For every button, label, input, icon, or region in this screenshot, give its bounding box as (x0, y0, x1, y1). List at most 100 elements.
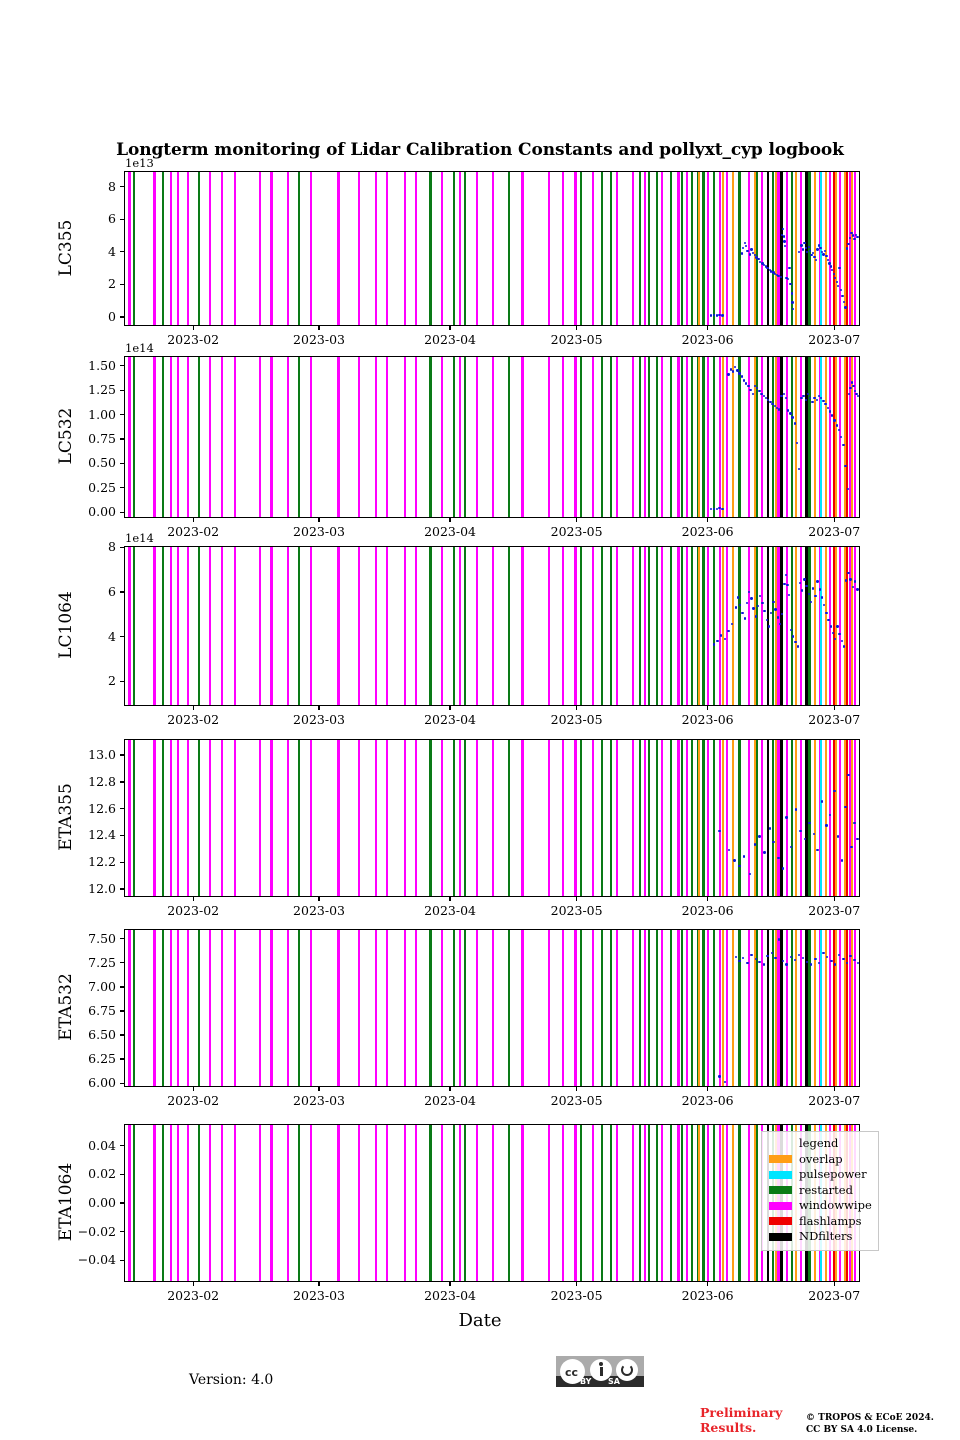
y-tick-mark (120, 1010, 124, 1012)
data-point (806, 250, 809, 254)
y-tick-mark (120, 389, 124, 391)
legend-item-restarted[interactable]: restarted (769, 1183, 871, 1199)
event-line-windowwipe (828, 930, 832, 1086)
x-tick-label: 2023-02 (167, 332, 220, 347)
figure-title: Longterm monitoring of Lidar Calibration… (116, 140, 844, 160)
data-point (828, 410, 832, 413)
data-point (854, 233, 858, 236)
data-point (853, 389, 857, 393)
data-point (766, 267, 769, 270)
event-line-windowwipe (221, 357, 224, 517)
event-line-windowwipe (547, 172, 551, 325)
event-line-windowwipe (777, 547, 780, 705)
legend-item-NDfilters[interactable]: NDfilters (769, 1229, 871, 1245)
event-line-windowwipe (287, 930, 290, 1086)
event-line-restarted (656, 1125, 659, 1281)
x-tick-label: 2023-02 (167, 1288, 220, 1303)
event-line-windowwipe (718, 930, 721, 1086)
event-line-windowwipe (848, 547, 852, 705)
event-line-windowwipe (786, 357, 789, 517)
event-line-overlap (731, 547, 735, 705)
event-line-restarted (712, 930, 715, 1086)
event-line-windowwipe (574, 172, 577, 325)
x-tick-mark (449, 706, 451, 710)
data-point (712, 314, 715, 317)
x-tick-label: 2023-06 (681, 1288, 734, 1303)
x-tick-mark (318, 326, 320, 330)
event-line-NDfilters (767, 930, 770, 1086)
data-point (847, 242, 850, 245)
event-line-restarted (738, 740, 741, 896)
data-point (718, 507, 721, 510)
event-line-windowwipe (706, 547, 709, 705)
event-line-windowwipe (521, 1125, 524, 1281)
data-point (797, 953, 801, 957)
event-line-restarted (681, 357, 684, 517)
x-tick-label: 2023-05 (550, 332, 603, 347)
event-line-restarted (670, 930, 673, 1086)
data-point (803, 837, 807, 841)
event-line-windowwipe (631, 172, 634, 325)
y-tick-mark (120, 365, 124, 367)
data-point (744, 382, 748, 385)
x-tick-label: 2023-07 (808, 903, 861, 918)
event-line-windowwipe (777, 740, 780, 896)
y-tick-mark (120, 591, 124, 593)
event-line-windowwipe (221, 547, 224, 705)
data-point (731, 623, 734, 626)
event-line-overlap (851, 357, 854, 517)
legend-item-overlap[interactable]: overlap (769, 1152, 871, 1168)
event-line-windowwipe (458, 1125, 461, 1281)
y-tick-label: 12.8 (88, 773, 116, 789)
legend-item-windowwipe[interactable]: windowwipe (769, 1198, 872, 1214)
legend-label-NDfilters: NDfilters (799, 1229, 853, 1243)
event-line-windowwipe (258, 172, 261, 325)
x-tick-mark (833, 1282, 835, 1286)
cc-sa-label: SA (608, 1377, 620, 1386)
x-tick-label: 2023-04 (424, 1288, 477, 1303)
y-tick-label: 0.02 (88, 1166, 116, 1182)
cc-by-person-head (599, 1362, 603, 1366)
event-line-restarted (600, 1125, 603, 1281)
event-line-overlap (795, 547, 798, 705)
event-line-restarted (639, 172, 642, 325)
event-line-windowwipe (357, 1125, 361, 1281)
event-line-NDfilters (767, 172, 770, 325)
event-line-windowwipe (547, 930, 551, 1086)
data-point (856, 236, 859, 239)
x-tick-label: 2023-04 (424, 332, 477, 347)
legend[interactable]: legend overlap pulsepower restarted windowwi… (761, 1131, 879, 1251)
event-line-windowwipe (270, 740, 273, 896)
data-point (845, 247, 849, 250)
event-line-windowwipe (337, 547, 340, 705)
data-point (777, 856, 780, 860)
data-point (853, 821, 856, 825)
event-line-restarted (647, 1125, 651, 1281)
event-line-overlap (843, 740, 846, 896)
data-point (751, 251, 754, 254)
x-tick-label: 2023-06 (681, 332, 734, 347)
legend-item-pulsepower[interactable]: pulsepower (769, 1167, 871, 1183)
data-point (856, 837, 859, 841)
x-tick-mark (449, 1087, 451, 1091)
y-axis-offset-text: 1e13 (125, 156, 154, 170)
data-point (757, 258, 760, 261)
data-point (754, 615, 757, 618)
event-line-windowwipe (706, 740, 709, 896)
event-line-windowwipe (761, 172, 764, 325)
event-line-windowwipe (403, 172, 406, 325)
data-point (829, 625, 832, 628)
event-line-restarted (508, 740, 511, 896)
x-tick-label: 2023-06 (681, 1093, 734, 1108)
data-point (778, 408, 781, 411)
y-tick-mark (120, 185, 124, 188)
legend-item-flashlamps[interactable]: flashlamps (769, 1214, 871, 1230)
data-point (806, 392, 810, 396)
subplot-eta355 (124, 739, 860, 897)
data-point (805, 584, 808, 588)
data-point (778, 938, 781, 941)
data-point (773, 404, 777, 407)
data-point (734, 606, 738, 609)
event-line-restarted (670, 357, 673, 517)
data-point (851, 586, 855, 589)
